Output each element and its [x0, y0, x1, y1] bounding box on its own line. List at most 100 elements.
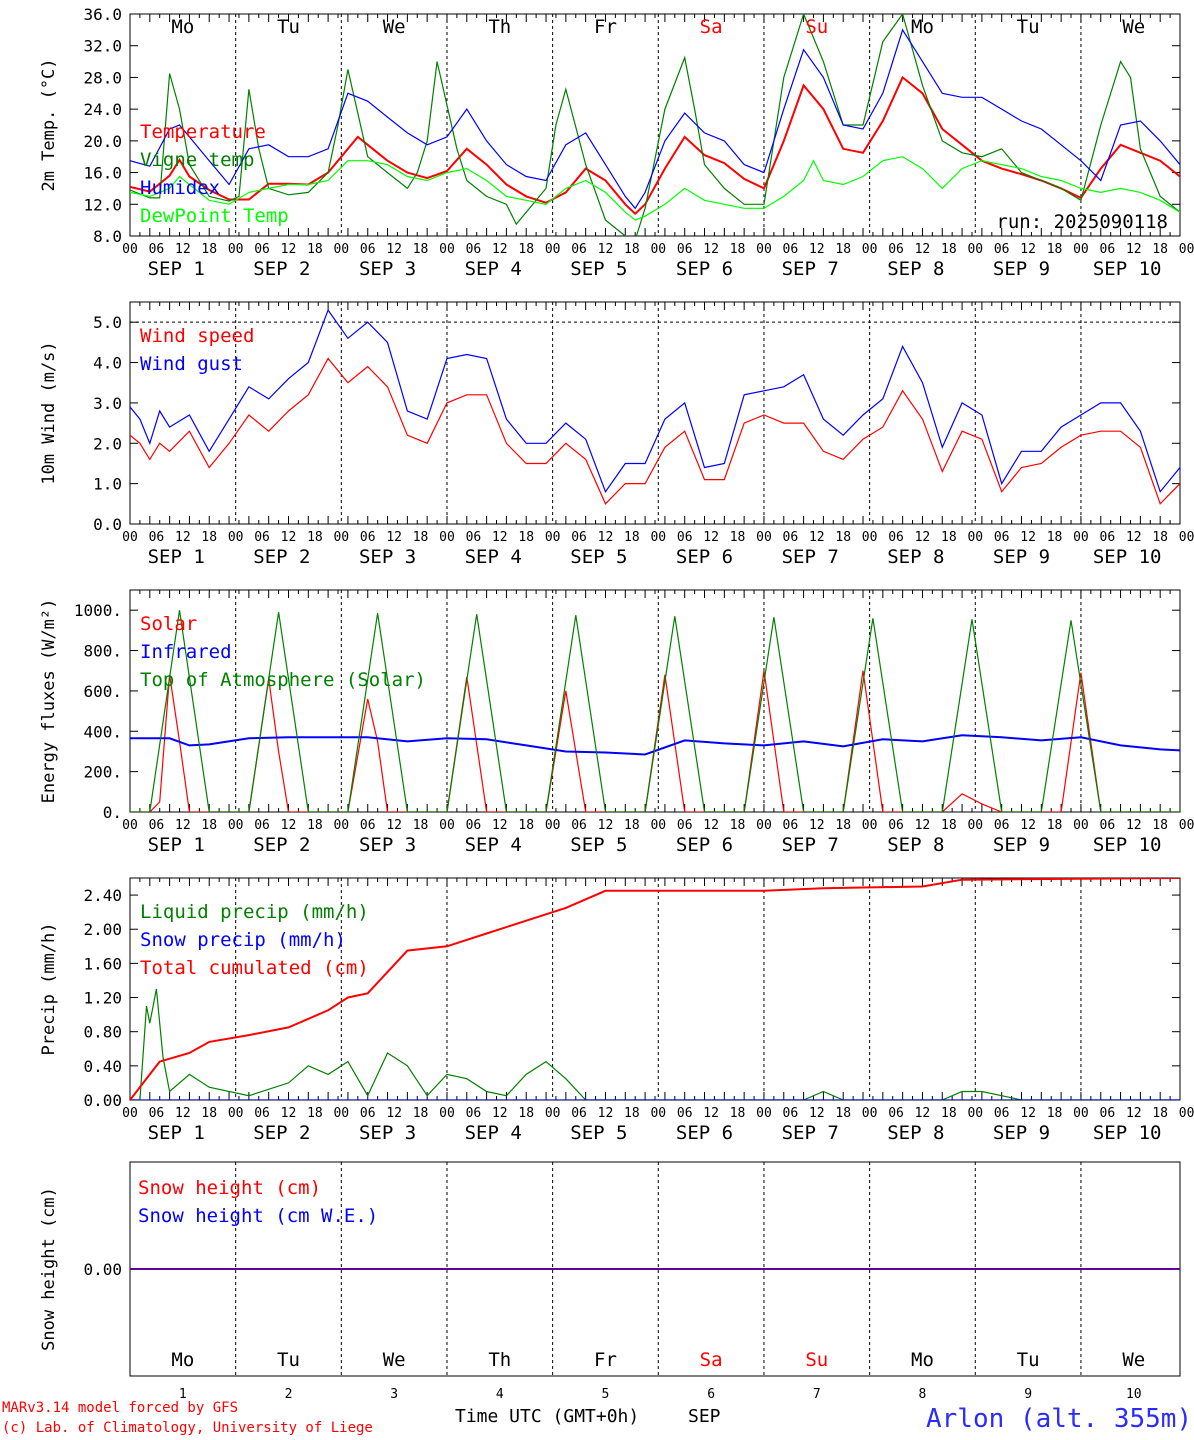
y-tick-label: 3.0: [93, 394, 122, 413]
hour-label: 18: [1047, 242, 1063, 257]
hour-label: 00: [122, 1106, 138, 1121]
hour-label: 18: [624, 242, 640, 257]
legend-entry: Temperature: [140, 121, 266, 143]
date-label: SEP 10: [1093, 1122, 1162, 1144]
day-name-top: Mo: [911, 16, 934, 38]
hour-label: 00: [862, 1106, 878, 1121]
hour-label: 06: [677, 242, 693, 257]
hour-label: 00: [1179, 530, 1194, 545]
y-tick-label: 8.0: [93, 227, 122, 246]
hour-label: 00: [1073, 530, 1089, 545]
hour-label: 06: [254, 530, 270, 545]
legend-entry: Snow height (cm W.E.): [138, 1205, 378, 1227]
hour-label: 06: [360, 530, 376, 545]
hour-label: 12: [386, 818, 402, 833]
hour-label: 12: [492, 530, 508, 545]
date-label: SEP 7: [782, 546, 839, 568]
series-line-infrared: [130, 734, 1180, 756]
day-name-top: We: [1122, 16, 1145, 38]
date-label: SEP 6: [676, 1122, 733, 1144]
day-name-bottom: Mo: [171, 1349, 194, 1371]
date-label: SEP 4: [465, 1122, 522, 1144]
hour-label: 18: [413, 530, 429, 545]
hour-label: 18: [1152, 818, 1168, 833]
hour-label: 06: [360, 242, 376, 257]
y-tick-label: 32.0: [83, 37, 122, 56]
y-tick-label: 0.00: [83, 1260, 122, 1279]
date-label: SEP 4: [465, 546, 522, 568]
hour-label: 06: [254, 242, 270, 257]
hour-label: 00: [228, 818, 244, 833]
y-tick-label: 0.00: [83, 1091, 122, 1110]
series-line-vigne-temp: [130, 14, 1180, 236]
hour-label: 18: [201, 818, 217, 833]
x-axis-month: SEP: [688, 1406, 721, 1427]
hour-label: 00: [1073, 818, 1089, 833]
series-line-temperature: [130, 75, 1180, 216]
hour-label: 12: [703, 818, 719, 833]
date-label: SEP 10: [1093, 546, 1162, 568]
hour-label: 00: [545, 530, 561, 545]
date-label: SEP 5: [570, 1122, 627, 1144]
hour-label: 06: [149, 818, 165, 833]
hour-label: 18: [730, 530, 746, 545]
y-tick-label: 1000.: [74, 601, 122, 620]
hour-label: 12: [281, 242, 297, 257]
hour-label: 06: [1100, 242, 1116, 257]
date-label: SEP 3: [359, 1122, 416, 1144]
hour-label: 06: [888, 818, 904, 833]
hour-label: 18: [307, 1106, 323, 1121]
date-label: SEP 2: [253, 258, 310, 280]
hour-label: 18: [624, 818, 640, 833]
hour-label: 00: [545, 1106, 561, 1121]
hour-label: 06: [571, 818, 587, 833]
y-tick-label: 0.0: [93, 515, 122, 534]
legend-entry: Vigne temp: [140, 149, 254, 171]
run-label: run: 2025090118: [996, 211, 1168, 233]
x-axis-title: Time UTC (GMT+0h): [455, 1406, 640, 1427]
hour-label: 12: [809, 242, 825, 257]
day-number: 1: [179, 1387, 187, 1402]
date-label: SEP 4: [465, 258, 522, 280]
hour-label: 12: [281, 818, 297, 833]
hour-label: 12: [809, 818, 825, 833]
hour-label: 06: [571, 530, 587, 545]
hour-label: 18: [835, 818, 851, 833]
day-name-top: Mo: [171, 16, 194, 38]
hour-label: 12: [703, 530, 719, 545]
date-label: SEP 4: [465, 834, 522, 856]
day-name-top: Tu: [277, 16, 300, 38]
hour-label: 06: [254, 1106, 270, 1121]
hour-label: 00: [967, 242, 983, 257]
panel-1: 8.0 12.0 16.0 20.0 24.0 28.0 32.0 36.0 2m Temp. …: [39, 5, 1194, 280]
hour-label: 18: [201, 1106, 217, 1121]
y-tick-label: 1.60: [83, 954, 122, 973]
hour-label: 00: [228, 242, 244, 257]
hour-label: 18: [518, 1106, 534, 1121]
hour-label: 00: [650, 530, 666, 545]
hour-label: 00: [862, 242, 878, 257]
legend-entry: Top of Atmosphere (Solar): [140, 669, 426, 691]
hour-label: 06: [888, 1106, 904, 1121]
hour-label: 00: [1179, 242, 1194, 257]
hour-label: 18: [201, 530, 217, 545]
hour-label: 00: [862, 818, 878, 833]
day-number: 2: [285, 1387, 293, 1402]
y-tick-label: 0.: [103, 803, 122, 822]
date-label: SEP 7: [782, 1122, 839, 1144]
hour-label: 06: [994, 818, 1010, 833]
hour-label: 12: [1126, 242, 1142, 257]
date-label: SEP 7: [782, 834, 839, 856]
hour-label: 06: [677, 818, 693, 833]
hour-label: 06: [466, 242, 482, 257]
hour-label: 18: [730, 818, 746, 833]
series-line-total-cumulated-cm-: [130, 878, 1180, 1100]
series-line-dewpoint-temp: [130, 156, 1180, 221]
day-name-bottom: We: [383, 1349, 406, 1371]
hour-label: 00: [967, 530, 983, 545]
series-line-wind-speed: [130, 357, 1180, 505]
date-label: SEP 1: [148, 546, 205, 568]
date-label: SEP 2: [253, 1122, 310, 1144]
hour-label: 06: [888, 242, 904, 257]
hour-label: 00: [333, 530, 349, 545]
